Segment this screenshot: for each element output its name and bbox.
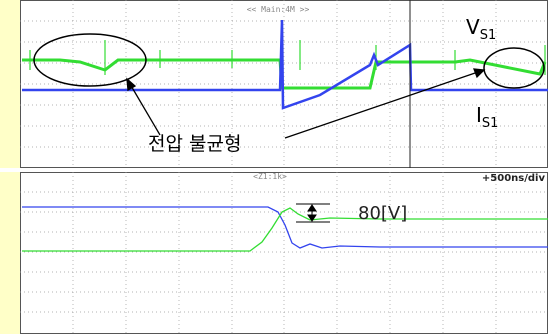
panel-header: <Z1:1k> — [253, 172, 287, 181]
timebase: +500ns/div — [482, 173, 546, 184]
left-strip — [0, 172, 20, 334]
label-main: V — [466, 15, 480, 39]
bottom-panel: <Z1:1k> +500ns/div 80[V] — [20, 172, 548, 334]
left-strip — [0, 0, 20, 168]
top-panel: << Main:4M >> VS1 IS1 전압 불균형 — [20, 0, 548, 168]
label-sub: S1 — [482, 116, 499, 131]
scope-screenshot: << Main:4M >> VS1 IS1 전압 불균형 <Z1:1k> +50… — [0, 0, 548, 334]
annotation: 전압 불균형 — [148, 133, 241, 155]
panel-header: << Main:4M >> — [247, 5, 310, 14]
label-sub: S1 — [480, 28, 497, 43]
annotation: 80[V] — [358, 203, 407, 224]
